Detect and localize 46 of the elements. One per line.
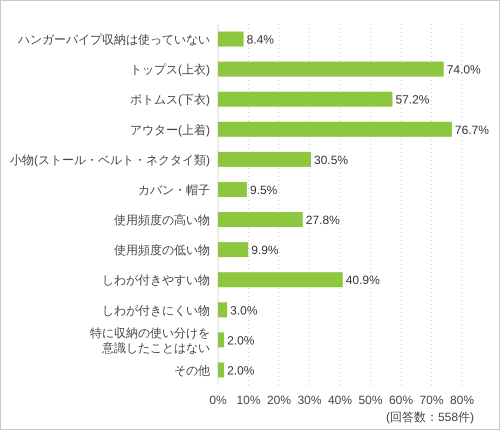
bar — [218, 92, 392, 107]
x-tick-label: 30% — [297, 393, 322, 407]
x-tick-label: 60% — [388, 393, 414, 407]
x-tick-label: 80% — [450, 393, 474, 407]
y-tick-label: カバン・帽子 — [138, 182, 210, 197]
bar — [218, 122, 452, 137]
bar — [218, 32, 244, 47]
bar — [218, 62, 444, 77]
bar — [218, 362, 224, 378]
y-tick-label: その他 — [174, 363, 210, 378]
data-label: 74.0% — [446, 62, 482, 77]
bar — [218, 152, 312, 167]
bar — [218, 182, 247, 197]
x-tick-label: 40% — [328, 393, 352, 407]
y-tick-label: 特に収納の使い分けを意識したことはない — [90, 326, 210, 355]
data-label: 30.5% — [314, 152, 348, 167]
bar — [218, 302, 228, 318]
y-tick-label: しわが付きにくい物 — [102, 303, 210, 318]
data-label: 3.0% — [230, 303, 258, 318]
y-tick-label: 使用頻度の高い物 — [114, 213, 210, 228]
data-label: 27.8% — [306, 213, 340, 228]
data-label: 2.0% — [227, 333, 255, 348]
y-tick-label: トップス(上衣) — [130, 62, 210, 77]
data-label: 57.2% — [395, 92, 430, 107]
data-label: 76.7% — [454, 122, 490, 137]
data-label: 9.9% — [251, 243, 279, 258]
data-label: 40.9% — [346, 273, 380, 288]
data-label: 8.4% — [246, 32, 274, 47]
x-tick-label: 20% — [266, 393, 292, 407]
y-tick-label: しわが付きやすい物 — [102, 273, 210, 288]
y-tick-label: ボトムス(下衣) — [130, 92, 210, 107]
bar — [218, 242, 248, 258]
bar — [218, 332, 224, 348]
bar — [218, 272, 343, 288]
y-tick-label: 小物(ストール・ベルト・ネクタイ類) — [10, 152, 210, 167]
data-label: 2.0% — [227, 363, 255, 378]
x-tick-label: 70% — [419, 393, 444, 407]
y-tick-label: 使用頻度の低い物 — [114, 243, 210, 258]
x-tick-label: 0% — [209, 393, 227, 407]
data-label: 9.5% — [250, 182, 278, 197]
text: (回答数：558件) — [386, 410, 474, 424]
bar — [218, 212, 303, 228]
x-tick-label: 50% — [358, 393, 383, 407]
y-tick-label: ハンガーパイプ収納は使っていない — [17, 32, 210, 47]
y-tick-label: アウター(上着) — [130, 122, 210, 137]
x-tick-label: 10% — [236, 393, 261, 407]
